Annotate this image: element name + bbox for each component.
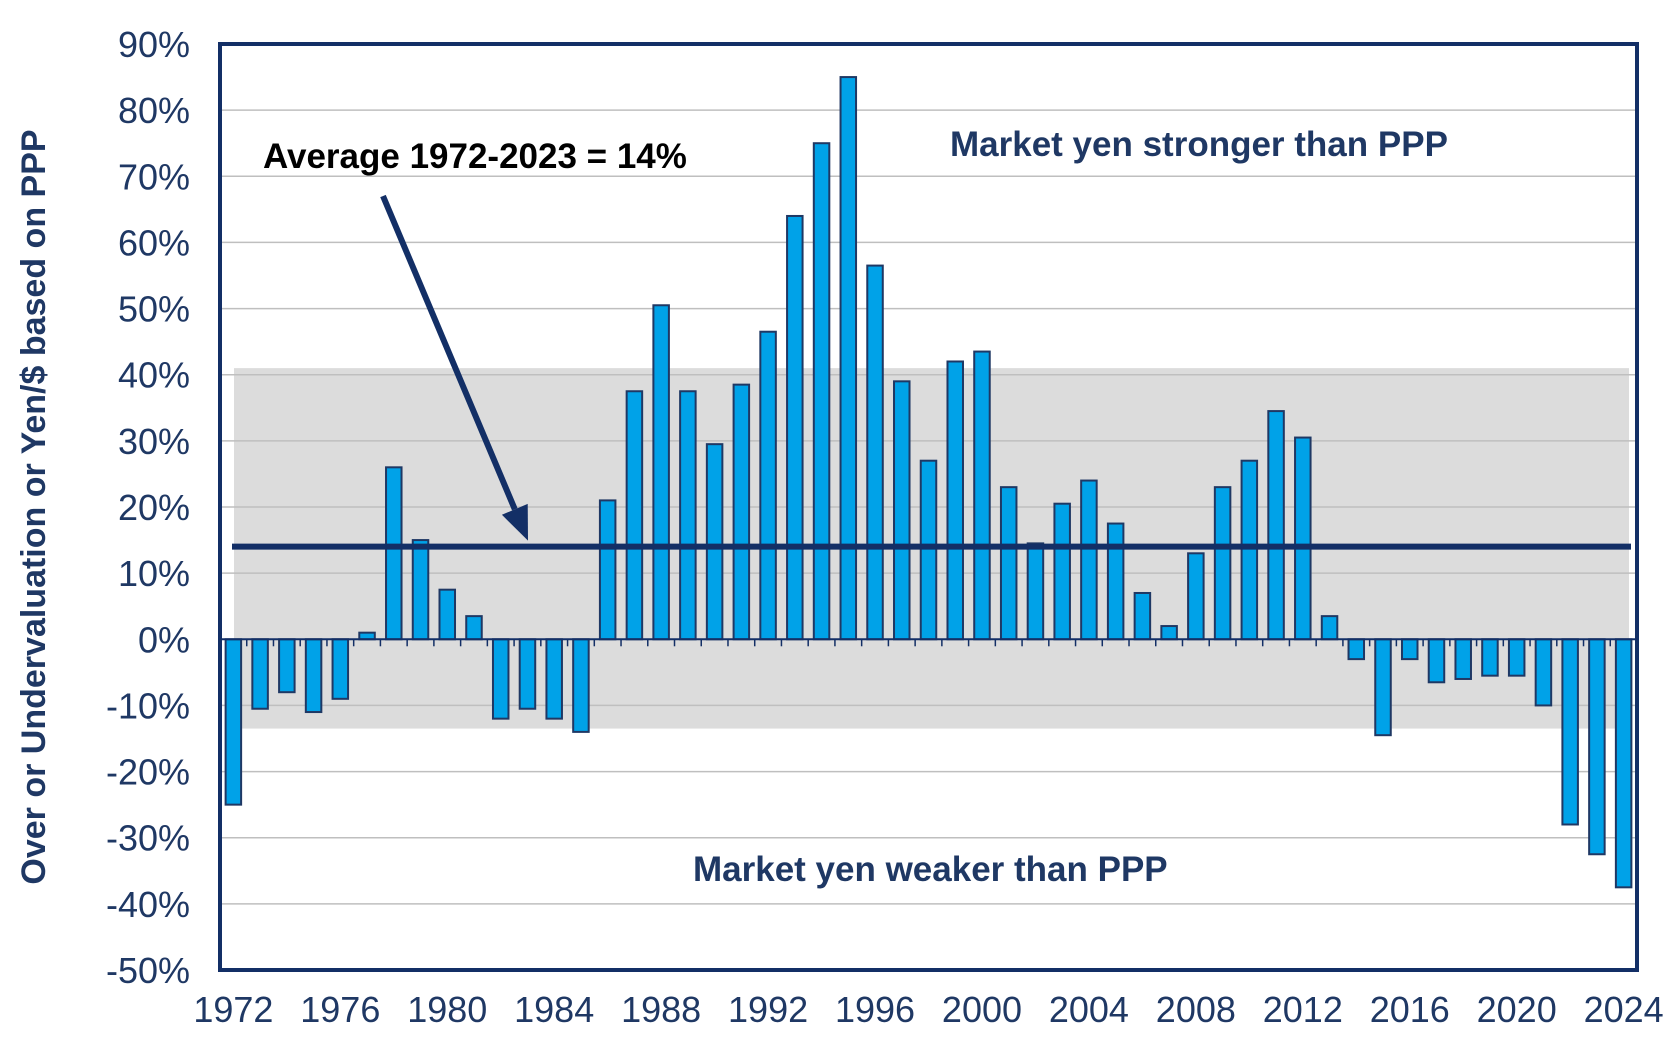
lower-region-label: Market yen weaker than PPP xyxy=(693,850,1168,889)
bar-2015 xyxy=(1374,638,1392,737)
bar-2009 xyxy=(1213,486,1232,641)
bar-1993 xyxy=(786,214,804,641)
bar-2019 xyxy=(1481,638,1499,677)
bar-1999 xyxy=(946,360,964,641)
bar-2020 xyxy=(1507,638,1526,677)
bar-2011 xyxy=(1267,410,1285,641)
bar-1981 xyxy=(465,615,483,641)
bar-2013 xyxy=(1320,615,1339,641)
bar-1978 xyxy=(385,466,403,641)
bar-2001 xyxy=(999,486,1018,641)
bar-1994 xyxy=(812,142,831,641)
bar-1992 xyxy=(759,330,777,641)
y-tick-label: 40% xyxy=(118,355,190,396)
bar-2006 xyxy=(1133,591,1152,641)
bar-1995 xyxy=(839,76,858,641)
average-arrow-head xyxy=(501,503,528,541)
x-tick-label: 2004 xyxy=(1049,989,1129,1030)
bar-2021 xyxy=(1534,638,1553,707)
y-tick-label: 10% xyxy=(118,553,190,594)
bar-2004 xyxy=(1080,479,1098,641)
y-tick-label: 0% xyxy=(138,619,190,660)
bar-2024 xyxy=(1614,638,1633,889)
bar-2022 xyxy=(1561,638,1579,826)
upper-region-label: Market yen stronger than PPP xyxy=(950,125,1448,164)
bar-1996 xyxy=(866,264,884,641)
bar-1979 xyxy=(411,539,430,641)
y-tick-label: -50% xyxy=(106,950,190,991)
bar-2016 xyxy=(1400,638,1419,661)
x-tick-label: 1972 xyxy=(193,989,273,1030)
bar-2002 xyxy=(1026,542,1045,641)
bar-2017 xyxy=(1427,638,1446,684)
bar-2000 xyxy=(973,350,991,641)
y-tick-label: 60% xyxy=(118,222,190,263)
bar-1989 xyxy=(679,390,697,641)
bar-1973 xyxy=(251,638,269,710)
bar-2005 xyxy=(1106,522,1125,641)
y-tick-label: 30% xyxy=(118,421,190,462)
bar-1997 xyxy=(893,380,911,641)
bar-2003 xyxy=(1053,502,1071,641)
bar-1972 xyxy=(224,638,243,806)
bar-1984 xyxy=(545,638,563,720)
y-tick-label: 80% xyxy=(118,90,190,131)
x-tick-label: 1976 xyxy=(300,989,380,1030)
bar-1987 xyxy=(625,390,644,641)
bar-1976 xyxy=(331,638,350,700)
bar-1986 xyxy=(598,499,617,641)
average-arrow xyxy=(380,194,518,511)
x-tick-label: 1984 xyxy=(514,989,594,1030)
y-tick-label: -20% xyxy=(106,752,190,793)
bar-2023 xyxy=(1588,638,1606,856)
bar-series xyxy=(224,76,1633,889)
x-tick-label: 2020 xyxy=(1477,989,1557,1030)
x-tick-label: 2016 xyxy=(1370,989,1450,1030)
bar-2010 xyxy=(1240,459,1259,641)
bar-1980 xyxy=(438,588,457,641)
x-tick-label: 1980 xyxy=(407,989,487,1030)
plot-frame xyxy=(218,42,1639,972)
x-tick-label: 1988 xyxy=(621,989,701,1030)
x-tick-label: 2012 xyxy=(1263,989,1343,1030)
y-axis-label: Over or Undervaluation or Yen/$ based on… xyxy=(15,129,53,884)
x-minor-ticks xyxy=(219,638,1638,647)
average-label: Average 1972-2023 = 14% xyxy=(263,137,687,176)
bar-1975 xyxy=(304,638,323,714)
bar-1985 xyxy=(572,638,590,733)
bar-2014 xyxy=(1347,638,1366,661)
y-tick-label: -10% xyxy=(106,685,190,726)
bar-2012 xyxy=(1294,436,1312,641)
y-tick-label: 50% xyxy=(118,289,190,330)
bar-2007 xyxy=(1160,625,1178,641)
x-tick-label: 2000 xyxy=(942,989,1022,1030)
bar-1991 xyxy=(732,383,751,641)
bar-1983 xyxy=(518,638,537,710)
y-tick-label: 90% xyxy=(118,24,190,65)
y-tick-label: -40% xyxy=(106,884,190,925)
x-tick-label: 1996 xyxy=(835,989,915,1030)
x-tick-label: 1992 xyxy=(728,989,808,1030)
y-tick-labels: 90% 80% 70% 60% 50% 40% 30% 20% 10% 0% -10% -20% -30… xyxy=(106,24,190,991)
x-tick-label: 2024 xyxy=(1584,989,1664,1030)
bar-1982 xyxy=(491,638,510,720)
x-tick-labels: 1972 1976 1980 1984 1988 1992 1996 2000 2004 2008… xyxy=(193,989,1663,1030)
y-tick-label: -30% xyxy=(106,818,190,859)
bar-1990 xyxy=(705,443,724,641)
bar-2018 xyxy=(1454,638,1472,680)
x-tick-label: 2008 xyxy=(1156,989,1236,1030)
bar-2008 xyxy=(1187,552,1205,641)
y-tick-label: 70% xyxy=(118,156,190,197)
bar-1988 xyxy=(652,304,670,641)
bar-1998 xyxy=(919,459,938,641)
bar-1974 xyxy=(278,638,296,694)
y-tick-label: 20% xyxy=(118,487,190,528)
